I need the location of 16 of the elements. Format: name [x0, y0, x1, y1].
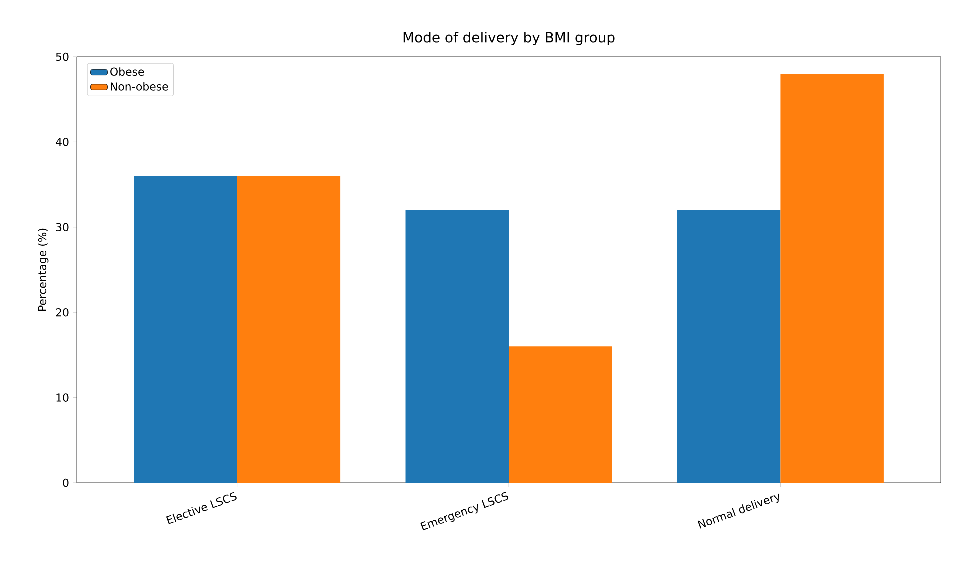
- y-tick-label: 50: [56, 52, 69, 62]
- y-tick-label: 20: [56, 308, 69, 317]
- bar: [237, 176, 341, 483]
- y-tick-label: 10: [56, 394, 69, 402]
- y-tick-label: 0: [63, 478, 69, 488]
- bar: [134, 176, 238, 483]
- y-axis-title: Percentage (%): [38, 228, 49, 311]
- y-tick-label: 40: [56, 138, 69, 146]
- bar: [677, 210, 781, 483]
- bar: [780, 74, 884, 483]
- legend-label: Non-obese: [111, 82, 168, 91]
- bar: [406, 210, 510, 483]
- bar: [509, 346, 612, 483]
- y-tick-label: 30: [56, 223, 69, 232]
- legend-label: Obese: [110, 68, 144, 76]
- chart-title: Mode of delivery by BMI group: [404, 32, 615, 46]
